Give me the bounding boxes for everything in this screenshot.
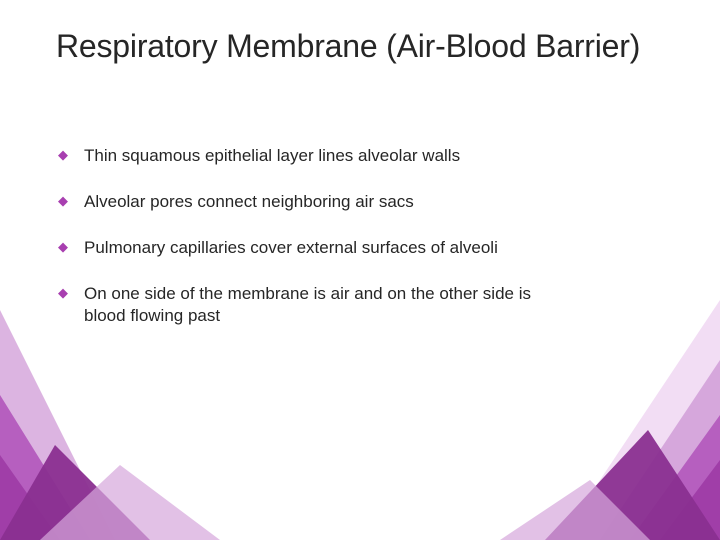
slide: Respiratory Membrane (Air-Blood Barrier)… <box>0 0 720 540</box>
list-item: Alveolar pores connect neighboring air s… <box>56 191 570 213</box>
list-item: Pulmonary capillaries cover external sur… <box>56 237 570 259</box>
slide-title: Respiratory Membrane (Air-Blood Barrier) <box>56 28 660 65</box>
list-item: Thin squamous epithelial layer lines alv… <box>56 145 570 167</box>
list-item: On one side of the membrane is air and o… <box>56 283 570 327</box>
bullet-list: Thin squamous epithelial layer lines alv… <box>56 145 570 351</box>
